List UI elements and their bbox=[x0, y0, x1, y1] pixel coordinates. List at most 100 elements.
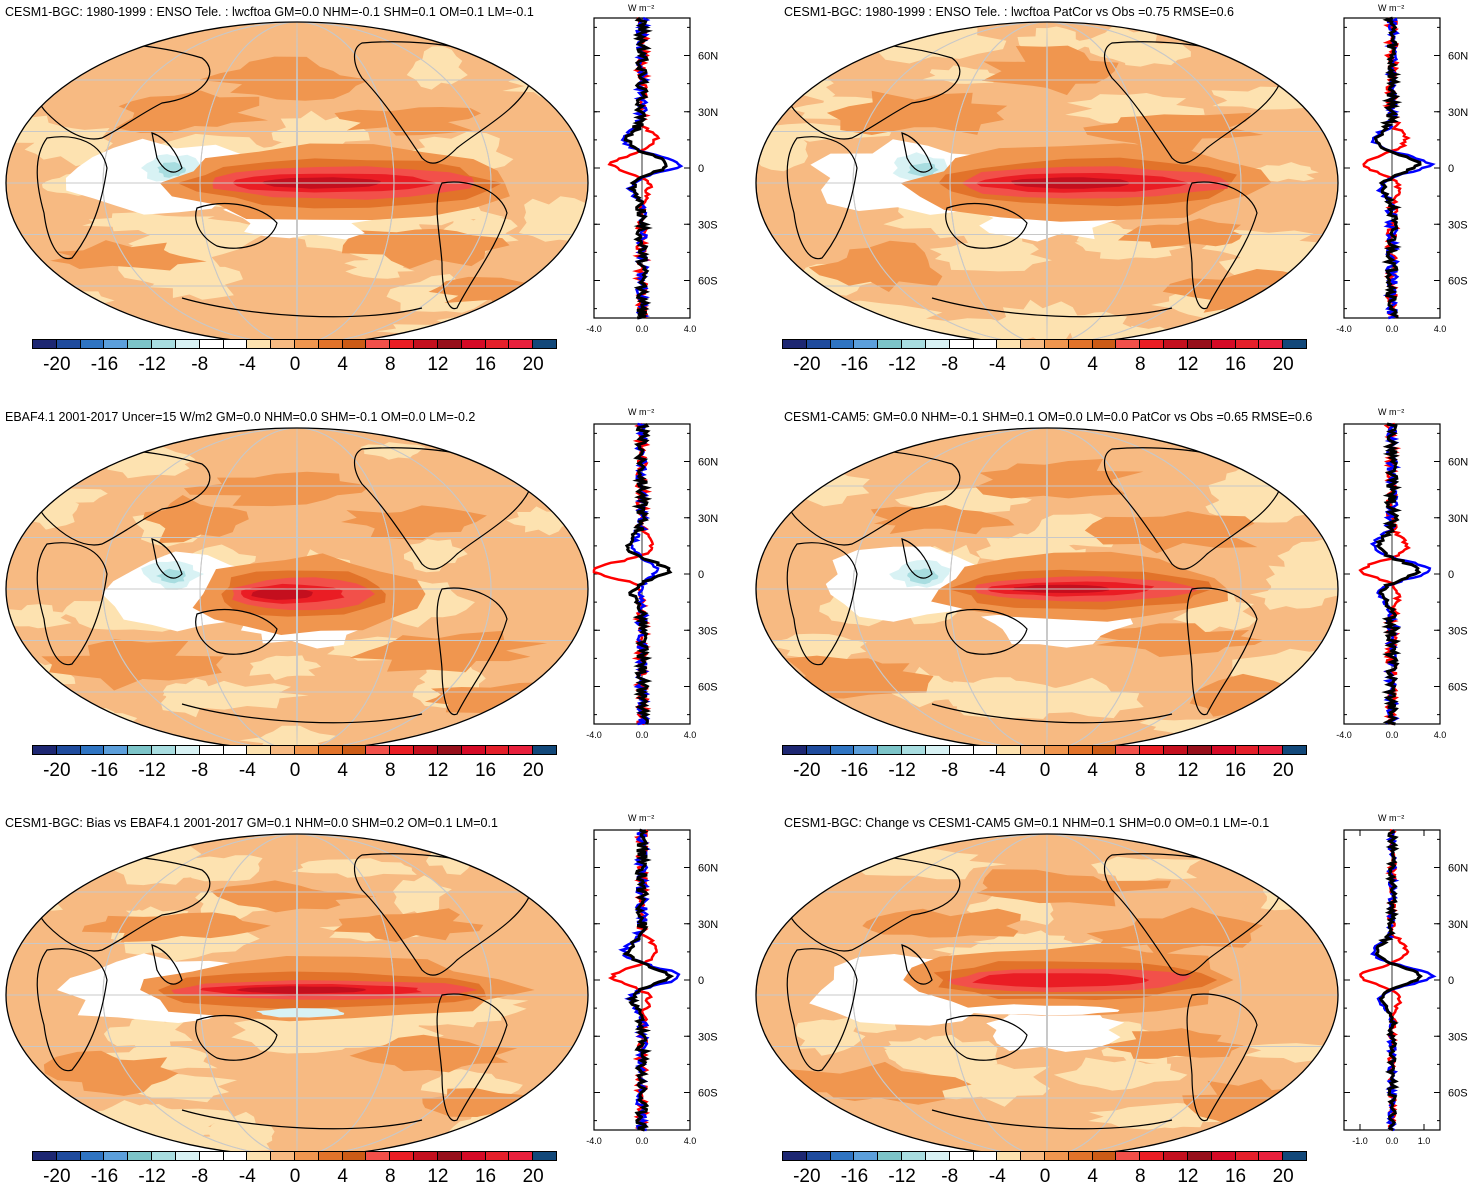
x-tick-label: 4.0 bbox=[684, 730, 697, 740]
colorbar-swatch bbox=[246, 1151, 272, 1161]
colorbar-swatch bbox=[853, 339, 879, 349]
colorbar-label: -16 bbox=[90, 760, 119, 781]
robinson-map bbox=[2, 18, 592, 353]
lat-tick-label: 60S bbox=[1448, 682, 1468, 694]
colorbar-swatch bbox=[1210, 339, 1236, 349]
colorbar-swatch bbox=[948, 745, 974, 755]
colorbar-swatch bbox=[294, 745, 319, 755]
lat-tick-label: 0 bbox=[698, 975, 704, 987]
colorbar-swatch bbox=[270, 339, 295, 349]
lat-tick-label: 60S bbox=[1448, 1088, 1468, 1100]
colorbar-label: 0 bbox=[1039, 760, 1051, 781]
colorbar-swatch bbox=[389, 1151, 415, 1161]
colorbar-swatch bbox=[972, 745, 998, 755]
colorbar-label: -12 bbox=[888, 354, 916, 375]
lat-tick-label: 0 bbox=[1448, 163, 1454, 175]
lat-tick-label: 60N bbox=[1448, 457, 1468, 469]
colorbar-swatch bbox=[1091, 339, 1117, 349]
colorbar-label: 0 bbox=[1039, 354, 1051, 375]
colorbar-label: 4 bbox=[1087, 354, 1098, 375]
colorbar-swatch bbox=[1163, 339, 1188, 349]
colorbar-label: 8 bbox=[384, 354, 396, 375]
colorbar-swatch bbox=[198, 339, 224, 349]
colorbar-swatch bbox=[484, 745, 510, 755]
colorbar-swatch bbox=[389, 745, 415, 755]
colorbar-swatch bbox=[1186, 745, 1212, 755]
colorbar-swatch bbox=[55, 1151, 81, 1161]
colorbar-label: -20 bbox=[43, 354, 71, 375]
obs-zonal-line bbox=[592, 422, 655, 726]
colorbar-label: -4 bbox=[988, 354, 1006, 375]
colorbar-label: -20 bbox=[43, 1166, 71, 1187]
obs-zonal-line bbox=[1359, 828, 1410, 1131]
colorbar-swatch bbox=[1115, 339, 1141, 349]
colorbar-label: -12 bbox=[888, 1166, 916, 1187]
colorbar-label: -16 bbox=[90, 354, 119, 375]
zonal-mean-plot: 60N 30N 0 30S 60S -4.0 0.0 4.0 bbox=[586, 8, 736, 353]
colorbar-label: 16 bbox=[1224, 354, 1247, 375]
colorbar-swatch bbox=[1234, 1151, 1260, 1161]
colorbar-label: 20 bbox=[1272, 1166, 1294, 1187]
colorbar-swatch bbox=[901, 1151, 926, 1161]
colorbar-swatch bbox=[484, 339, 510, 349]
colorbar-label: 12 bbox=[427, 354, 449, 375]
lat-tick-label: 60N bbox=[1448, 51, 1468, 63]
colorbar-swatch bbox=[246, 339, 272, 349]
zonal-mean-plot: 60N 30N 0 30S 60S -4.0 0.0 4.0 bbox=[586, 414, 736, 759]
colorbar-swatch bbox=[901, 339, 926, 349]
colorbar-swatch bbox=[948, 1151, 974, 1161]
colorbar-swatch bbox=[1282, 339, 1307, 349]
colorbar-swatch bbox=[877, 1151, 903, 1161]
x-tick-label: 1.0 bbox=[1418, 1136, 1431, 1146]
lat-tick-label: 0 bbox=[1448, 569, 1454, 581]
panel-title: CESM1-BGC: 1980-1999 : ENSO Tele. : lwcf… bbox=[784, 5, 1234, 19]
colorbar-label: -8 bbox=[941, 1166, 959, 1187]
colorbar-swatch bbox=[198, 745, 224, 755]
map-panel-3: EBAF4.1 2001-2017 Uncer=15 W/m2 GM=0.0 N… bbox=[0, 406, 733, 796]
colorbar-swatch bbox=[972, 339, 998, 349]
colorbar-swatch bbox=[1020, 1151, 1045, 1161]
diff-zonal-line bbox=[622, 828, 675, 1132]
lat-tick-label: 60S bbox=[1448, 276, 1468, 288]
colorbar-label: -8 bbox=[191, 1166, 209, 1187]
map-panel-6: CESM1-BGC: Change vs CESM1-CAM5 GM=0.1 N… bbox=[750, 812, 1483, 1202]
colorbar-swatch bbox=[365, 339, 391, 349]
colorbar-swatch bbox=[532, 339, 557, 349]
zonal-unit-label: W m⁻² bbox=[1378, 813, 1405, 823]
colorbar-swatch bbox=[877, 745, 903, 755]
lat-tick-label: 0 bbox=[698, 163, 704, 175]
zonal-mean-plot: 60N 30N 0 30S 60S -4.0 0.0 4.0 bbox=[586, 820, 736, 1165]
x-tick-label: 4.0 bbox=[1434, 730, 1447, 740]
colorbar-swatch bbox=[1067, 745, 1093, 755]
colorbar-swatch bbox=[508, 339, 534, 349]
x-tick-label: -4.0 bbox=[586, 730, 602, 740]
zonal-unit-label: W m⁻² bbox=[628, 3, 655, 13]
colorbar-label: 0 bbox=[289, 1166, 301, 1187]
colorbar-label: -12 bbox=[138, 354, 166, 375]
colorbar-label: 16 bbox=[474, 1166, 497, 1187]
colorbar-swatch bbox=[32, 1151, 57, 1161]
lat-tick-label: 30N bbox=[698, 107, 718, 119]
model-zonal-line bbox=[1369, 422, 1432, 725]
colorbar-label: -16 bbox=[840, 1166, 869, 1187]
colorbar-label: -20 bbox=[793, 1166, 821, 1187]
robinson-map bbox=[2, 830, 592, 1165]
colorbar-label: 20 bbox=[522, 1166, 544, 1187]
colorbar-swatch bbox=[32, 339, 57, 349]
colorbar-swatch bbox=[1091, 1151, 1117, 1161]
colorbar-swatch bbox=[294, 1151, 319, 1161]
colorbar-label: 20 bbox=[522, 354, 544, 375]
colorbar-swatch bbox=[1234, 745, 1260, 755]
colorbar-swatch bbox=[1210, 745, 1236, 755]
x-tick-label: 4.0 bbox=[684, 1136, 697, 1146]
colorbar-swatch bbox=[103, 339, 129, 349]
lat-tick-label: 30S bbox=[698, 219, 718, 231]
zonal-unit-label: W m⁻² bbox=[1378, 407, 1405, 417]
colorbar-swatch bbox=[174, 745, 200, 755]
lat-tick-label: 0 bbox=[1448, 975, 1454, 987]
colorbar-swatch bbox=[317, 745, 343, 755]
colorbar-swatch bbox=[853, 745, 879, 755]
zonal-mean-plot: 60N 30N 0 30S 60S -4.0 0.0 4.0 bbox=[1336, 8, 1483, 353]
colorbar-swatch bbox=[103, 1151, 129, 1161]
colorbar-swatch bbox=[174, 1151, 200, 1161]
